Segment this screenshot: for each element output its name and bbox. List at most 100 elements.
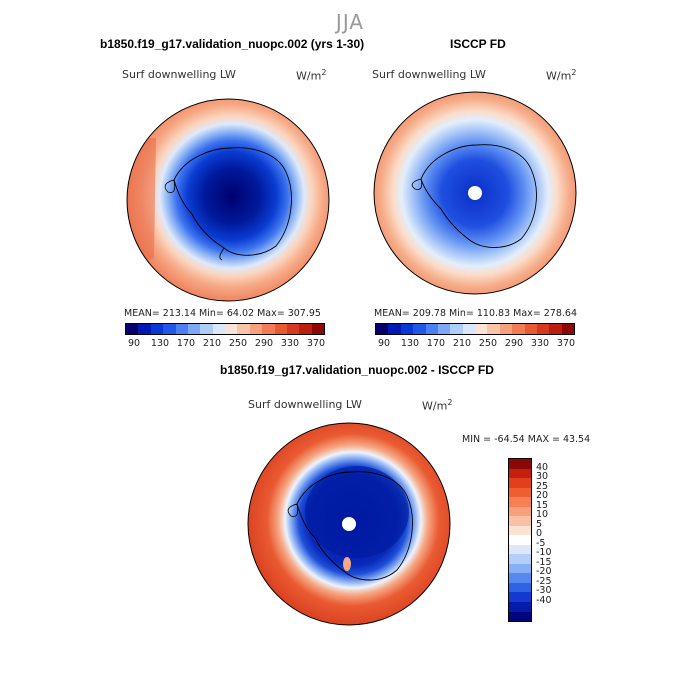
colorbar-diff-label: -40 xyxy=(536,594,552,606)
colorbar-diff xyxy=(508,458,532,622)
colorbar-swatch xyxy=(509,525,531,536)
colorbar-swatch xyxy=(509,601,531,612)
colorbar-swatch xyxy=(212,324,225,334)
colorbar-swatch xyxy=(509,459,531,469)
colorbar-swatch xyxy=(286,324,300,334)
colorbar-tick-label: 290 xyxy=(504,338,524,349)
colorbar-swatch xyxy=(299,324,312,334)
colorbar-tick-label: 290 xyxy=(254,338,274,349)
panel-model-variable: Surf downwelling LW xyxy=(122,68,236,81)
colorbar-diff-label: -20 xyxy=(536,566,552,578)
colorbar-swatch xyxy=(388,324,401,334)
map-diff xyxy=(247,422,451,626)
colorbar-swatch xyxy=(163,324,176,334)
colorbar-swatch xyxy=(225,324,238,334)
colorbar-diff-label: -10 xyxy=(536,547,552,559)
colorbar-tick-label: 90 xyxy=(127,338,141,349)
colorbar-swatch xyxy=(512,324,525,334)
colorbar-swatch xyxy=(237,324,250,334)
colorbar-diff-label: 15 xyxy=(536,499,549,511)
colorbar-swatch xyxy=(524,324,537,334)
colorbar-swatch xyxy=(200,324,213,334)
colorbar-tick-label: 210 xyxy=(452,338,472,349)
colorbar-swatch xyxy=(509,497,531,507)
colorbar-swatch xyxy=(462,324,475,334)
panel-obs-variable: Surf downwelling LW xyxy=(372,68,486,81)
colorbar-swatch xyxy=(425,324,438,334)
colorbar-diff-label: 10 xyxy=(536,509,549,521)
colorbar-swatch xyxy=(487,324,500,334)
colorbar-model-ticks: 90 130 170 210 250 290 330 370 xyxy=(121,338,329,349)
colorbar-obs-swatches xyxy=(375,323,575,335)
colorbar-swatch xyxy=(262,324,275,334)
colorbar-swatch xyxy=(509,582,531,593)
colorbar-obs: 90 130 170 210 250 290 330 370 xyxy=(375,323,575,349)
season-title: JJA xyxy=(335,10,365,34)
colorbar-swatch xyxy=(400,324,414,334)
colorbar-diff-label: 0 xyxy=(536,528,543,540)
colorbar-tick-label: 170 xyxy=(176,338,196,349)
panel-obs-units: W/m2 xyxy=(546,68,577,83)
panel-model-stats: MEAN= 213.14 Min= 64.02 Max= 307.95 xyxy=(124,308,321,319)
colorbar-swatch xyxy=(450,324,463,334)
colorbar-diff-label: 5 xyxy=(536,518,543,530)
colorbar-tick-label: 250 xyxy=(478,338,498,349)
colorbar-swatch xyxy=(509,487,531,498)
colorbar-swatch xyxy=(509,554,531,564)
colorbar-tick-label: 210 xyxy=(202,338,222,349)
colorbar-swatch xyxy=(249,324,263,334)
colorbar-diff-label: -5 xyxy=(536,537,546,549)
panel-model-units: W/m2 xyxy=(296,68,327,83)
colorbar-swatch xyxy=(509,544,531,555)
map-obs xyxy=(373,91,577,295)
colorbar-diff-label: 25 xyxy=(536,480,549,492)
colorbar-swatch xyxy=(509,516,531,526)
colorbar-swatch xyxy=(509,563,531,574)
panel-diff-stats: MIN = -64.54 MAX = 43.54 xyxy=(462,434,591,445)
colorbar-tick-label: 370 xyxy=(556,338,576,349)
colorbar-swatch xyxy=(376,324,389,334)
colorbar-model: 90 130 170 210 250 290 330 370 xyxy=(125,323,325,349)
panel-obs-title: ISCCP FD xyxy=(450,37,506,51)
colorbar-swatch xyxy=(413,324,426,334)
colorbar-tick-label: 370 xyxy=(306,338,326,349)
colorbar-swatch xyxy=(549,324,562,334)
colorbar-swatch xyxy=(187,324,201,334)
colorbar-swatch xyxy=(509,573,531,583)
colorbar-swatch xyxy=(509,468,531,479)
colorbar-diff-label: 30 xyxy=(536,471,549,483)
colorbar-swatch xyxy=(509,506,531,517)
colorbar-diff-label: 20 xyxy=(536,490,549,502)
colorbar-tick-label: 250 xyxy=(228,338,248,349)
colorbar-diff-label: 40 xyxy=(536,461,549,473)
colorbar-swatch xyxy=(499,324,513,334)
panel-obs-stats: MEAN= 209.78 Min= 110.83 Max= 278.64 xyxy=(374,308,578,319)
colorbar-swatch xyxy=(150,324,164,334)
colorbar-swatch xyxy=(509,611,531,622)
colorbar-diff-labels: 40 30 25 20 15 10 5 0 -5 -10 -15 -20 -25 -30 -40 xyxy=(536,458,576,620)
colorbar-swatch xyxy=(126,324,139,334)
colorbar-swatch xyxy=(475,324,488,334)
colorbar-swatch xyxy=(509,478,531,488)
map-model xyxy=(126,98,330,302)
colorbar-tick-label: 330 xyxy=(280,338,300,349)
colorbar-swatch xyxy=(509,592,531,602)
colorbar-obs-ticks: 90 130 170 210 250 290 330 370 xyxy=(371,338,579,349)
colorbar-swatch xyxy=(138,324,151,334)
panel-diff-title: b1850.f19_g17.validation_nuopc.002 - ISC… xyxy=(220,363,494,377)
colorbar-tick-label: 90 xyxy=(377,338,391,349)
colorbar-model-swatches xyxy=(125,323,325,335)
colorbar-swatch xyxy=(561,324,574,334)
colorbar-swatch xyxy=(274,324,287,334)
colorbar-swatch xyxy=(509,535,531,545)
colorbar-tick-label: 330 xyxy=(530,338,550,349)
colorbar-swatch xyxy=(536,324,550,334)
colorbar-tick-label: 130 xyxy=(150,338,170,349)
colorbar-tick-label: 170 xyxy=(426,338,446,349)
colorbar-diff-label: -30 xyxy=(536,585,552,597)
panel-model-title: b1850.f19_g17.validation_nuopc.002 (yrs … xyxy=(100,37,365,51)
colorbar-swatch xyxy=(437,324,451,334)
colorbar-swatch xyxy=(311,324,324,334)
colorbar-tick-label: 130 xyxy=(400,338,420,349)
colorbar-swatch xyxy=(175,324,188,334)
